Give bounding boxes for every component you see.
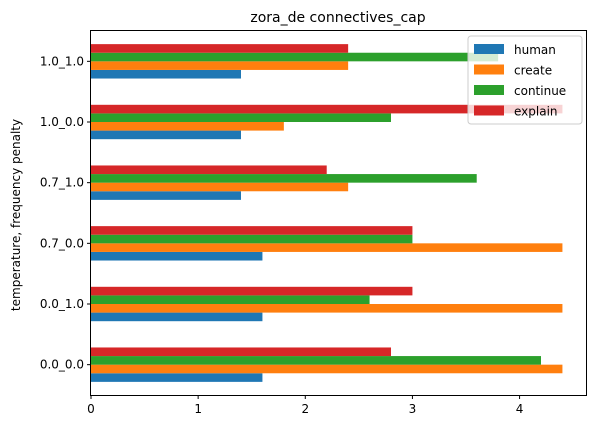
y-tick-label: 0.0_1.0 xyxy=(40,297,84,311)
y-axis-label: temperature, frequency penalty xyxy=(9,119,23,311)
bar-continue-0-0-1-0 xyxy=(91,295,370,304)
x-tick-label: 0 xyxy=(87,402,95,416)
bar-human-1-0-1-0 xyxy=(91,70,241,79)
bar-explain-0-7-0-0 xyxy=(91,226,412,235)
bar-human-0-0-1-0 xyxy=(91,313,262,322)
legend: human create continue explain xyxy=(468,36,582,124)
y-tick-label: 0.0_0.0 xyxy=(40,358,84,372)
bar-create-1-0-0-0 xyxy=(91,122,284,131)
legend-swatch-continue xyxy=(474,85,504,95)
legend-swatch-explain xyxy=(474,106,504,116)
bar-explain-1-0-1-0 xyxy=(91,44,348,53)
legend-label-explain: explain xyxy=(514,105,558,119)
x-tick-label: 4 xyxy=(516,402,524,416)
bar-create-1-0-1-0 xyxy=(91,61,348,70)
y-ticks-group: 0.0_0.0 0.0_1.0 0.7_0.0 0.7_1.0 1.0_0.0 1.0_1… xyxy=(40,54,91,371)
bar-create-0-7-0-0 xyxy=(91,243,562,252)
bar-explain-0-0-1-0 xyxy=(91,287,412,296)
bar-create-0-0-1-0 xyxy=(91,304,562,313)
legend-label-human: human xyxy=(514,43,556,57)
bar-explain-0-7-1-0 xyxy=(91,165,327,174)
bar-continue-0-7-0-0 xyxy=(91,235,412,244)
bar-continue-0-7-1-0 xyxy=(91,174,477,183)
bar-human-0-0-0-0 xyxy=(91,373,262,382)
y-tick-label: 0.7_0.0 xyxy=(40,236,84,250)
bar-continue-1-0-1-0 xyxy=(91,53,498,62)
legend-swatch-create xyxy=(474,65,504,75)
legend-label-create: create xyxy=(514,64,552,78)
bar-human-0-7-1-0 xyxy=(91,191,241,200)
chart-title: zora_de connectives_cap xyxy=(250,10,425,26)
x-tick-label: 1 xyxy=(194,402,202,416)
bar-human-1-0-0-0 xyxy=(91,131,241,140)
x-tick-label: 2 xyxy=(301,402,309,416)
bar-explain-0-0-0-0 xyxy=(91,347,391,356)
x-ticks-group: 0 1 2 3 4 xyxy=(87,395,523,416)
bar-create-0-0-0-0 xyxy=(91,365,562,374)
bar-continue-1-0-0-0 xyxy=(91,113,391,122)
y-tick-label: 1.0_1.0 xyxy=(40,54,84,68)
legend-label-continue: continue xyxy=(514,84,566,98)
x-tick-label: 3 xyxy=(409,402,417,416)
y-tick-label: 1.0_0.0 xyxy=(40,115,84,129)
bar-human-0-7-0-0 xyxy=(91,252,262,261)
bar-create-0-7-1-0 xyxy=(91,183,348,192)
legend-swatch-human xyxy=(474,44,504,54)
y-tick-label: 0.7_1.0 xyxy=(40,176,84,190)
bar-continue-0-0-0-0 xyxy=(91,356,541,365)
